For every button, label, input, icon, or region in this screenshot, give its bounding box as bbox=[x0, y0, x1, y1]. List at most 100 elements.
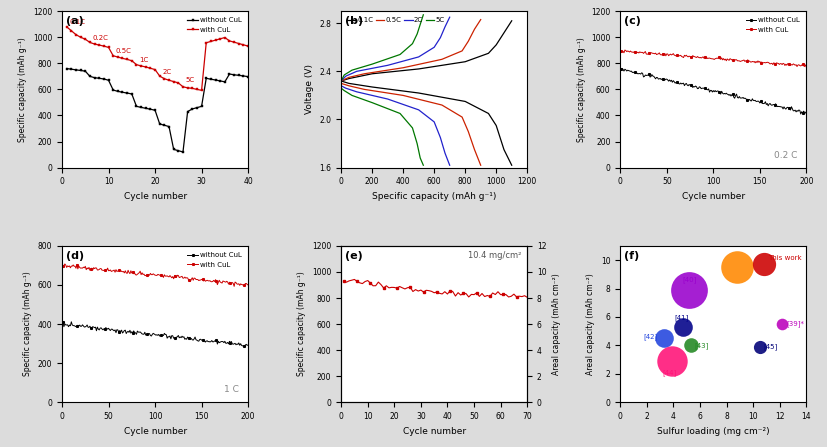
with CuL bbox=[229, 284, 239, 289]
Line: with CuL: with CuL bbox=[65, 25, 250, 92]
without CuL bbox=[192, 105, 202, 110]
without CuL bbox=[197, 104, 207, 109]
Text: [40]: [40] bbox=[682, 276, 696, 283]
Line: 0.1C: 0.1C bbox=[342, 81, 512, 165]
with CuL bbox=[75, 34, 86, 40]
with CuL bbox=[178, 84, 188, 89]
2C bbox=[351, 89, 361, 94]
with CuL bbox=[187, 86, 197, 91]
0.1C bbox=[499, 147, 509, 152]
with CuL bbox=[236, 281, 246, 287]
without CuL bbox=[122, 90, 132, 96]
without CuL bbox=[215, 78, 225, 84]
with CuL bbox=[620, 47, 630, 53]
without CuL bbox=[160, 122, 170, 128]
without CuL bbox=[94, 76, 104, 81]
without CuL bbox=[206, 76, 216, 82]
without CuL bbox=[141, 105, 151, 111]
Legend: 0.1C, 0.5C, 2C, 5C: 0.1C, 0.5C, 2C, 5C bbox=[345, 15, 447, 26]
without CuL bbox=[229, 72, 239, 77]
without CuL bbox=[93, 326, 103, 332]
without CuL bbox=[187, 106, 197, 112]
without CuL bbox=[174, 148, 184, 153]
with CuL bbox=[112, 55, 122, 60]
with CuL bbox=[169, 79, 179, 84]
without CuL bbox=[85, 74, 95, 79]
without CuL bbox=[80, 68, 90, 74]
with CuL bbox=[206, 39, 216, 44]
without CuL bbox=[99, 76, 109, 82]
Point bbox=[753, 343, 767, 350]
with CuL bbox=[160, 76, 170, 81]
with CuL bbox=[89, 42, 99, 47]
Y-axis label: Areal capacity (mAh cm⁻²): Areal capacity (mAh cm⁻²) bbox=[586, 273, 595, 375]
0.1C bbox=[367, 84, 377, 90]
without CuL bbox=[629, 70, 638, 75]
with CuL bbox=[58, 263, 68, 269]
Line: 0.5C: 0.5C bbox=[342, 84, 480, 165]
5C bbox=[336, 85, 347, 91]
with CuL bbox=[66, 263, 76, 269]
without CuL bbox=[62, 66, 72, 71]
Point bbox=[666, 358, 679, 365]
without CuL bbox=[201, 76, 211, 81]
Y-axis label: Specific capacity (mAh g⁻¹): Specific capacity (mAh g⁻¹) bbox=[576, 37, 586, 142]
with CuL bbox=[85, 40, 95, 45]
Text: 0.5C: 0.5C bbox=[116, 48, 131, 55]
5C bbox=[395, 111, 405, 116]
0.5C bbox=[336, 81, 347, 86]
without CuL bbox=[71, 67, 81, 72]
0.5C bbox=[457, 114, 467, 120]
0.1C bbox=[507, 163, 517, 168]
without CuL bbox=[108, 87, 118, 93]
with CuL bbox=[62, 24, 72, 30]
Line: 5C: 5C bbox=[342, 88, 423, 165]
Text: 2C: 2C bbox=[162, 69, 171, 75]
Text: (f): (f) bbox=[624, 250, 639, 261]
Text: 1C: 1C bbox=[139, 57, 148, 63]
without CuL bbox=[240, 344, 250, 349]
without CuL bbox=[786, 104, 796, 110]
without CuL bbox=[238, 73, 248, 79]
Text: 5C: 5C bbox=[185, 77, 194, 83]
2C bbox=[440, 151, 450, 156]
with CuL bbox=[60, 261, 69, 267]
with CuL bbox=[164, 78, 174, 83]
Text: (d): (d) bbox=[65, 250, 84, 261]
without CuL bbox=[146, 106, 155, 112]
Text: (a): (a) bbox=[65, 16, 84, 26]
without CuL bbox=[178, 149, 188, 155]
Text: [45]: [45] bbox=[764, 343, 778, 350]
with CuL bbox=[786, 62, 796, 67]
Point bbox=[684, 342, 697, 349]
Text: [39]*: [39]* bbox=[786, 320, 805, 328]
with CuL bbox=[229, 39, 239, 45]
X-axis label: Specific capacity (mAh g⁻¹): Specific capacity (mAh g⁻¹) bbox=[372, 192, 496, 201]
with CuL bbox=[238, 42, 248, 47]
Line: without CuL: without CuL bbox=[62, 321, 249, 347]
Point bbox=[676, 323, 690, 330]
with CuL bbox=[652, 52, 662, 57]
0.1C bbox=[491, 123, 501, 128]
without CuL bbox=[796, 111, 805, 117]
with CuL bbox=[108, 53, 118, 59]
0.5C bbox=[399, 93, 409, 98]
without CuL bbox=[103, 78, 113, 83]
without CuL bbox=[801, 111, 811, 117]
without CuL bbox=[75, 68, 86, 73]
without CuL bbox=[224, 72, 235, 77]
5C bbox=[418, 163, 428, 168]
without CuL bbox=[112, 89, 122, 94]
0.5C bbox=[437, 102, 447, 108]
without CuL bbox=[89, 75, 99, 80]
Point bbox=[683, 287, 696, 294]
X-axis label: Cycle number: Cycle number bbox=[123, 192, 187, 201]
with CuL bbox=[616, 48, 626, 54]
Y-axis label: Voltage (V): Voltage (V) bbox=[305, 64, 314, 114]
without CuL bbox=[235, 342, 245, 348]
Text: 0.2C: 0.2C bbox=[93, 34, 108, 41]
with CuL bbox=[243, 283, 253, 288]
0.5C bbox=[463, 129, 473, 134]
0.1C bbox=[336, 78, 347, 84]
5C bbox=[408, 125, 418, 131]
